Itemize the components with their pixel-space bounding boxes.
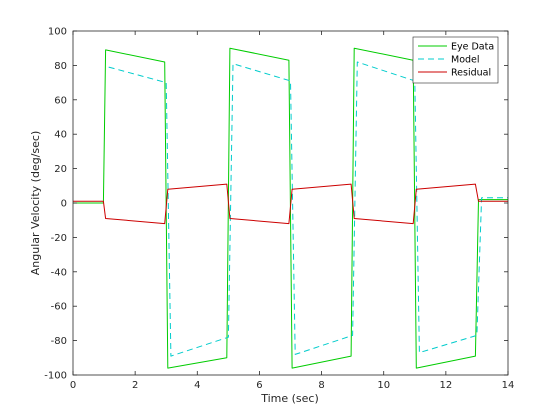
series-line-model — [108, 61, 508, 357]
legend-label-model: Model — [451, 55, 480, 66]
x-tick-label: 14 — [502, 380, 515, 391]
y-tick-label: 60 — [54, 95, 67, 106]
y-tick-label: 40 — [54, 130, 67, 141]
y-tick-label: 0 — [61, 199, 67, 210]
series-line-eye-data — [73, 47, 508, 369]
legend-label-residual: Residual — [451, 68, 491, 79]
y-axis-label: Angular Velocity (deg/sec) — [29, 131, 42, 275]
y-tick-label: -20 — [51, 233, 67, 244]
x-tick-label: 8 — [318, 380, 324, 391]
x-tick-label: 0 — [70, 380, 76, 391]
y-tick-label: -80 — [51, 336, 67, 347]
y-tick-label: -100 — [44, 371, 67, 382]
x-tick-label: 12 — [439, 380, 452, 391]
series-layer — [73, 47, 508, 369]
x-tick-label: 10 — [377, 380, 390, 391]
x-axis-label: Time (sec) — [260, 392, 319, 405]
y-tick-label: -60 — [51, 302, 67, 313]
tick-layer: 0 2 4 6 8 10 12 14 -100 -80 -60 -40 -20 0 20 40 60 80 100 — [44, 27, 514, 392]
y-tick-label: -40 — [51, 267, 67, 278]
y-tick-label: 20 — [54, 164, 67, 175]
y-tick-label: 80 — [54, 61, 67, 72]
legend-label-eye-data: Eye Data — [451, 42, 494, 53]
x-tick-label: 6 — [256, 380, 262, 391]
x-tick-label: 4 — [194, 380, 200, 391]
legend-box — [412, 36, 499, 84]
legend: Eye Data Model Residual — [412, 36, 499, 84]
x-tick-label: 2 — [132, 380, 138, 391]
series-line-residual — [73, 183, 508, 225]
y-tick-label: 100 — [48, 27, 67, 38]
